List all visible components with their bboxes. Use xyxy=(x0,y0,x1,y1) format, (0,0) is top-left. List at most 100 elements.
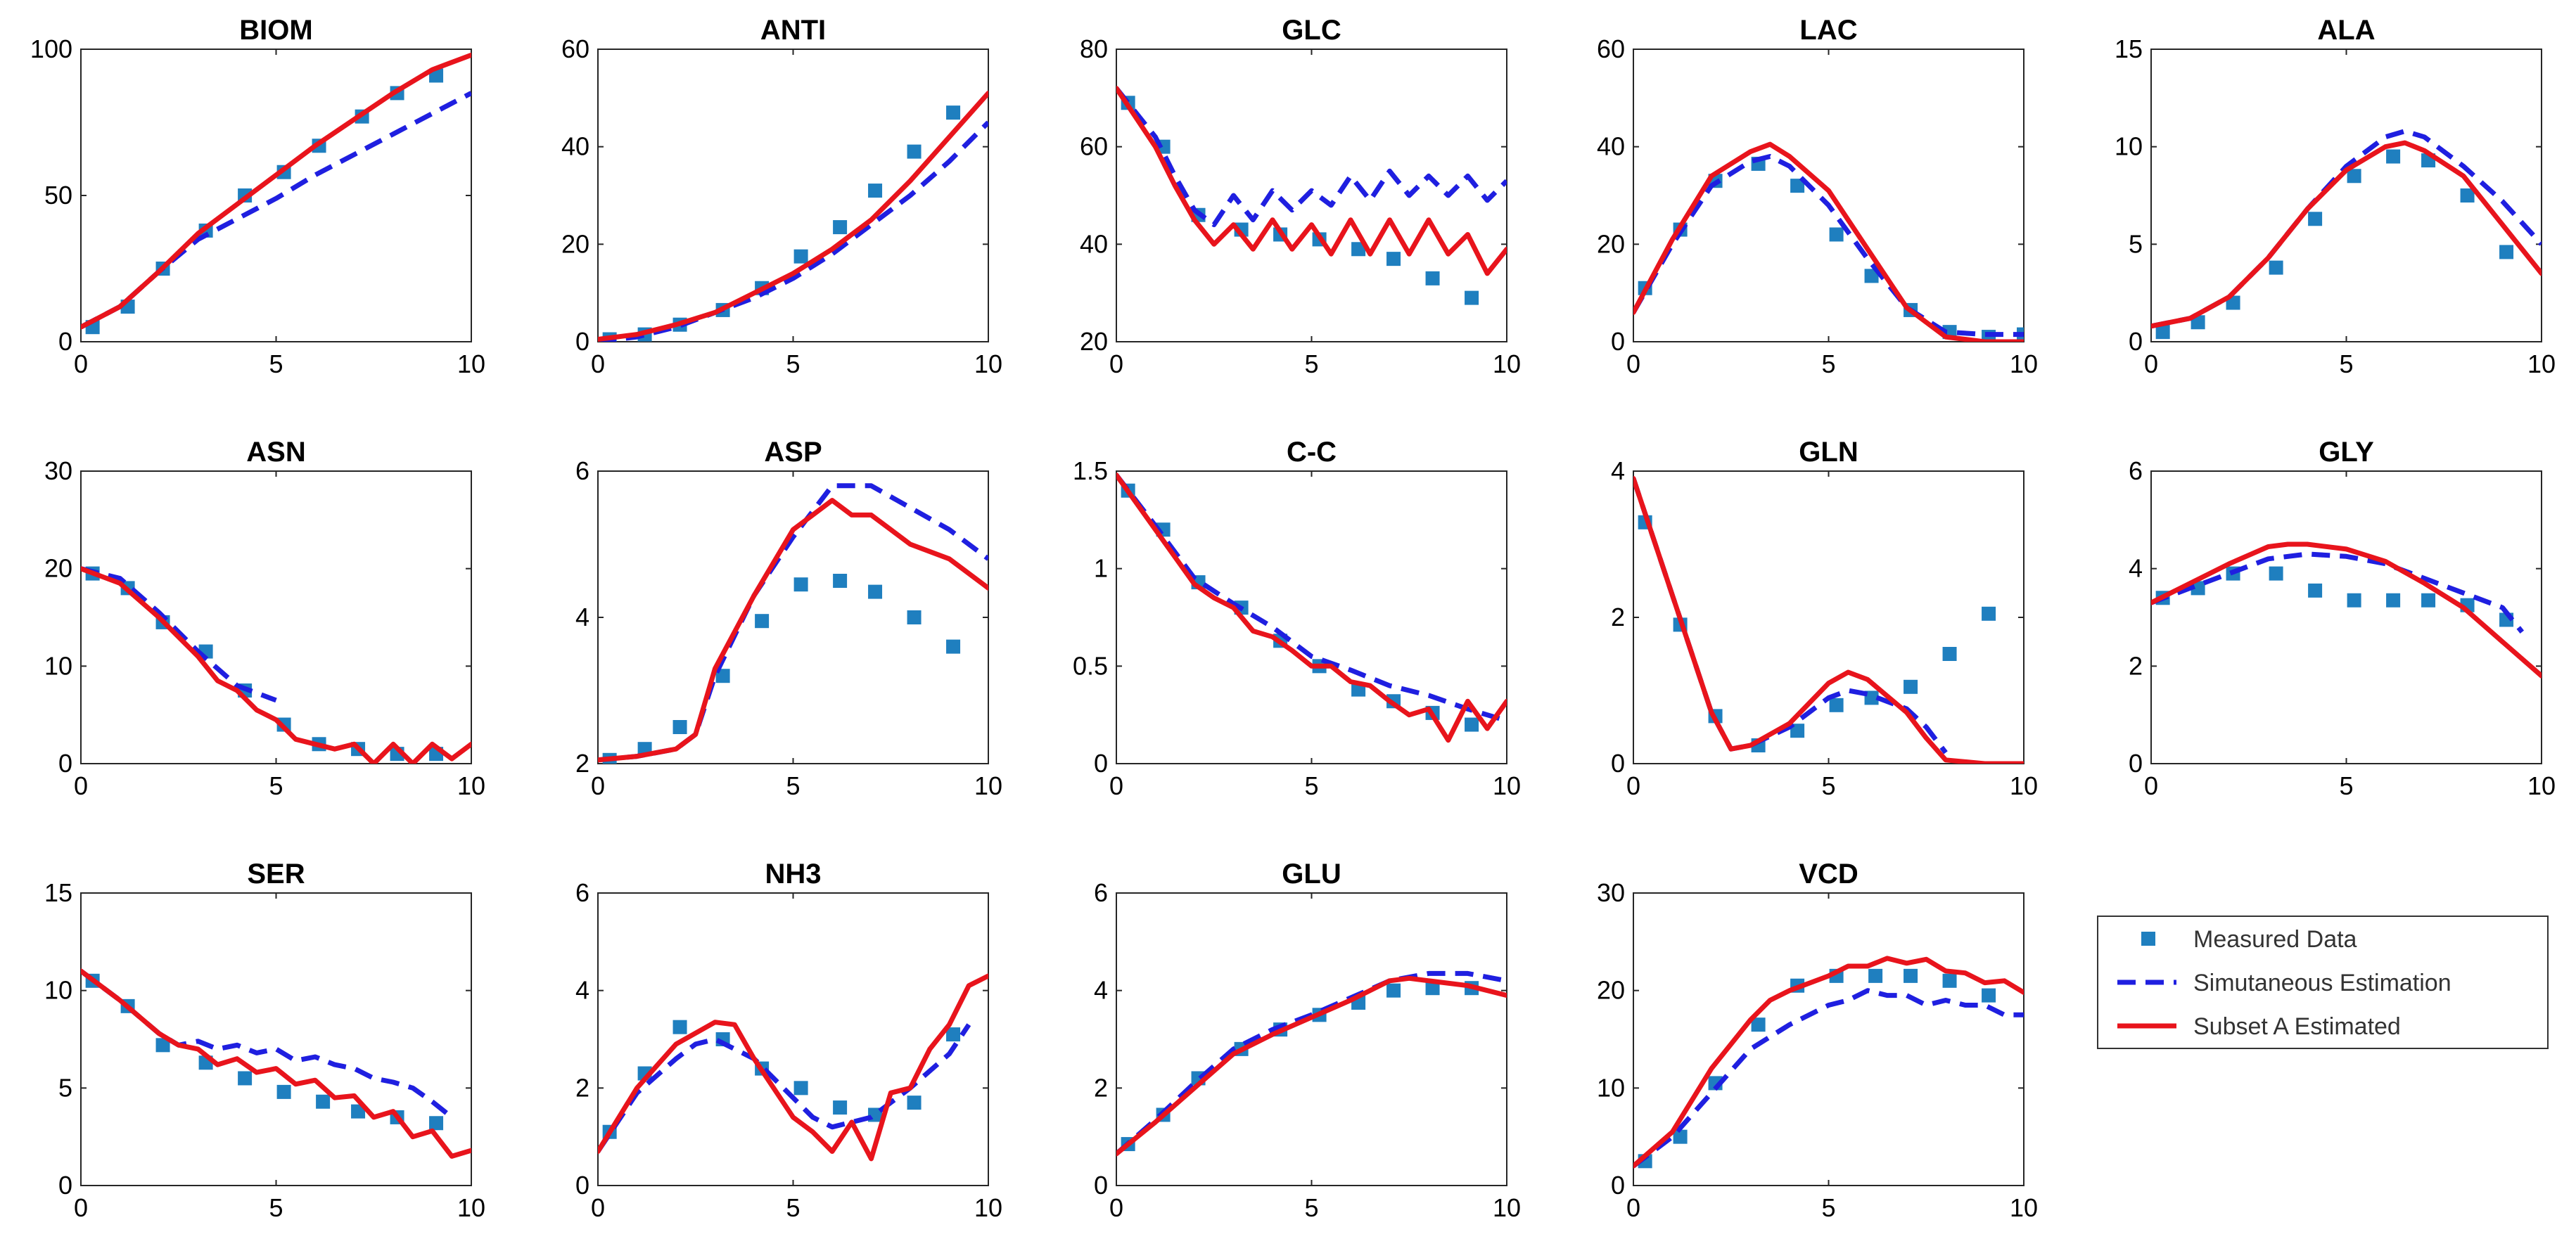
measured-point xyxy=(2308,583,2323,598)
measured-point xyxy=(1425,981,1440,996)
measured-point xyxy=(1425,271,1440,285)
measured-point xyxy=(1386,983,1401,998)
simultaneous-estimation-line xyxy=(1633,988,2024,1169)
panel-ala: ALA 0 5 10 0 5 10 15 xyxy=(2115,15,2556,378)
x-tick-label: 10 xyxy=(2527,349,2556,378)
measured-point xyxy=(1982,606,1996,621)
x-tick-label: 0 xyxy=(1626,771,1640,800)
subset-a-estimated-line xyxy=(598,973,988,1162)
y-tick-label: 4 xyxy=(575,976,589,1005)
plot-frame xyxy=(2150,470,2542,764)
y-tick-label: 0 xyxy=(1094,1171,1108,1200)
y-tick-label: 2 xyxy=(575,1073,589,1102)
x-tick-label: 0 xyxy=(591,1193,605,1222)
plot-area xyxy=(1633,475,2024,764)
x-tick-label: 10 xyxy=(2010,771,2038,800)
y-tick-label: 0 xyxy=(1094,749,1108,778)
y-tick-label: 100 xyxy=(30,34,72,63)
x-tick-label: 0 xyxy=(1109,771,1123,800)
y-tick-label: 0 xyxy=(1611,327,1625,356)
panel-asn: ASN 0 5 10 0 10 20 30 xyxy=(44,437,485,800)
y-tick-label: 0 xyxy=(58,749,72,778)
measured-point xyxy=(868,184,883,198)
plot-area xyxy=(1116,970,1507,1157)
subset-a-estimated-line xyxy=(2151,140,2542,329)
x-tick-label: 5 xyxy=(1304,349,1318,378)
y-tick-label: 60 xyxy=(1080,132,1108,161)
simultaneous-estimation-line xyxy=(81,91,471,330)
measured-point xyxy=(2191,581,2205,596)
y-tick-label: 0.5 xyxy=(1073,651,1108,680)
simultaneous-estimation-line xyxy=(2151,129,2542,329)
measured-point xyxy=(1942,973,1957,988)
measured-point xyxy=(946,1027,961,1042)
x-tick-label: 10 xyxy=(974,771,1002,800)
legend-simultaneous-label: Simutaneous Estimation xyxy=(2193,970,2451,996)
chart-title: VCD xyxy=(1799,859,1858,889)
chart-title: BIOM xyxy=(239,15,312,46)
x-tick-label: 5 xyxy=(269,771,283,800)
chart-title: SER xyxy=(247,859,305,889)
x-tick-label: 0 xyxy=(1626,1193,1640,1222)
plot-frame xyxy=(80,49,472,342)
measured-point xyxy=(833,1100,848,1115)
y-tick-label: 20 xyxy=(1597,976,1625,1005)
plot-area xyxy=(81,52,471,335)
y-tick-label: 40 xyxy=(1080,229,1108,258)
y-tick-label: 20 xyxy=(561,229,589,258)
y-tick-label: 10 xyxy=(44,651,72,680)
y-tick-label: 10 xyxy=(44,976,72,1005)
plot-area xyxy=(1116,473,1507,743)
chart-title: ANTI xyxy=(760,15,826,46)
measured-point xyxy=(907,610,922,624)
measured-point xyxy=(1864,269,1879,283)
y-tick-label: 5 xyxy=(2129,229,2143,258)
panel-glu: GLU 0 5 10 0 2 4 6 xyxy=(1094,859,1521,1222)
x-tick-label: 5 xyxy=(1821,349,1835,378)
chart-title: NH3 xyxy=(765,859,821,889)
x-tick-label: 10 xyxy=(1493,349,1521,378)
x-tick-label: 0 xyxy=(1109,1193,1123,1222)
measured-point xyxy=(1904,968,1918,983)
y-tick-label: 0 xyxy=(1611,749,1625,778)
plot-area xyxy=(1633,141,2024,342)
y-tick-label: 2 xyxy=(2129,651,2143,680)
x-tick-label: 10 xyxy=(2010,349,2038,378)
chart-title: GLY xyxy=(2319,437,2374,468)
y-tick-label: 2 xyxy=(1094,1073,1108,1102)
panel-lac: LAC 0 5 10 0 20 40 60 xyxy=(1597,15,2038,378)
plot-frame xyxy=(597,49,989,342)
x-tick-label: 10 xyxy=(457,349,485,378)
y-tick-label: 30 xyxy=(44,456,72,485)
measured-point xyxy=(276,1084,291,1099)
legend-measured-label: Measured Data xyxy=(2193,926,2357,953)
measured-point xyxy=(316,1094,331,1109)
x-tick-label: 10 xyxy=(2010,1193,2038,1222)
measured-point xyxy=(672,720,687,734)
subset-a-estimated-line xyxy=(1633,956,2024,1169)
x-tick-label: 10 xyxy=(1493,1193,1521,1222)
measured-point xyxy=(946,639,961,654)
plot-area xyxy=(1116,86,1507,305)
x-tick-label: 5 xyxy=(2339,349,2353,378)
measured-point xyxy=(793,249,808,264)
measured-point xyxy=(2499,245,2514,259)
measured-point xyxy=(1790,724,1805,738)
y-tick-label: 15 xyxy=(44,878,72,907)
x-tick-label: 5 xyxy=(269,349,283,378)
plot-area xyxy=(1633,956,2024,1169)
plot-area xyxy=(81,566,471,764)
y-tick-label: 10 xyxy=(2115,132,2143,161)
subset-a-estimated-line xyxy=(81,566,471,764)
plot-frame xyxy=(2150,49,2542,342)
plot-frame xyxy=(1633,49,2025,342)
simultaneous-estimation-line xyxy=(1116,86,1507,228)
y-tick-label: 4 xyxy=(1611,456,1625,485)
measured-point xyxy=(833,220,848,235)
plot-frame xyxy=(597,892,989,1186)
measured-point xyxy=(429,1116,444,1131)
y-tick-label: 0 xyxy=(58,1171,72,1200)
measured-point xyxy=(833,574,848,588)
